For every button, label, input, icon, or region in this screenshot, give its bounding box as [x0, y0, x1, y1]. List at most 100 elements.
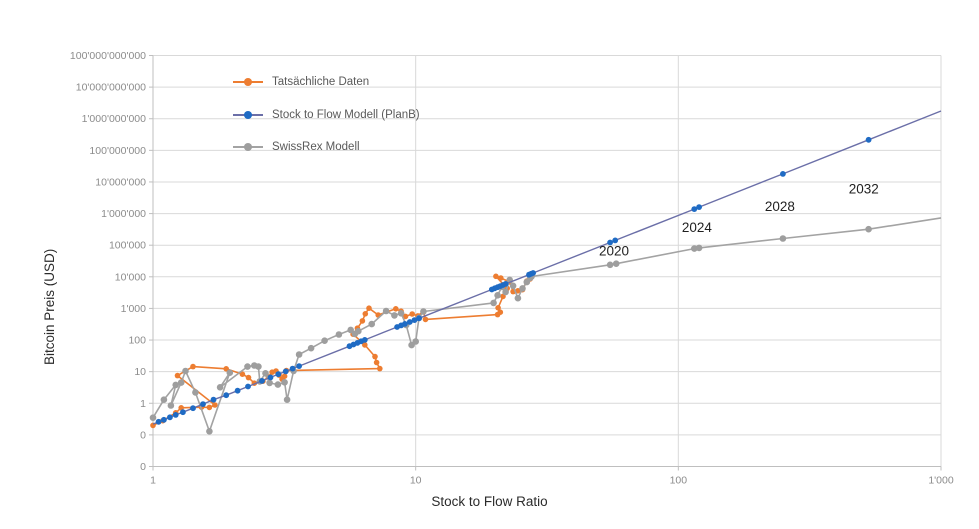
legend-label-planb: Stock to Flow Modell (PlanB)	[272, 108, 420, 121]
data-point-tats-chliche-daten	[359, 318, 366, 324]
data-point-stock-to-flow-modell-planb	[167, 414, 173, 421]
y-axis-tick-labels: 100'000'000'000 10'000'000'000 1'000'000'0…	[70, 50, 153, 473]
legend-label-actual: Tatsächliche Daten	[272, 76, 370, 89]
y-tick-label: 10'000	[115, 271, 146, 283]
data-point-stock-to-flow-modell-planb	[361, 337, 368, 343]
data-point-tats-chliche-daten	[245, 374, 252, 381]
data-point-stock-to-flow-modell-planb	[180, 409, 186, 416]
data-point-tats-chliche-daten	[206, 404, 213, 411]
legend-item-swissrex-model: SwissRex Modell	[233, 131, 420, 164]
data-point-swissrex-modell	[167, 402, 175, 409]
annotation-2020: 2020	[599, 243, 629, 258]
data-point-stock-to-flow-modell-planb	[691, 206, 698, 213]
data-point-swissrex-modell	[397, 310, 405, 317]
data-point-stock-to-flow-modell-planb	[530, 270, 536, 276]
data-point-tats-chliche-daten	[239, 371, 246, 378]
data-point-swissrex-modell	[612, 260, 620, 268]
data-point-stock-to-flow-modell-planb	[234, 387, 241, 394]
data-point-swissrex-modell	[192, 389, 199, 396]
axes	[152, 55, 941, 467]
series-stock-to-flow-modell-planb	[152, 110, 942, 425]
data-point-swissrex-modell	[695, 244, 703, 252]
data-point-swissrex-modell	[182, 367, 189, 375]
x-axis-tick-labels: 1 10 100 1'000	[150, 466, 954, 487]
legend-marker-icon	[244, 143, 252, 152]
y-axis-title: Bitcoin Preis (USD)	[42, 248, 57, 365]
data-point-tats-chliche-daten	[422, 316, 429, 323]
data-point-stock-to-flow-modell-planb	[282, 368, 289, 375]
data-point-tats-chliche-daten	[281, 373, 288, 380]
data-point-swissrex-modell	[494, 292, 501, 299]
data-point-stock-to-flow-modell-planb	[245, 383, 251, 390]
legend-label-swissrex: SwissRex Modell	[272, 141, 360, 154]
data-point-swissrex-modell	[321, 337, 328, 345]
data-point-stock-to-flow-modell-planb	[416, 315, 422, 322]
y-tick-label: 10'000'000	[95, 176, 146, 188]
data-point-swissrex-modell	[149, 414, 157, 422]
data-point-stock-to-flow-modell-planb	[296, 363, 302, 369]
data-point-tats-chliche-daten	[495, 305, 501, 311]
data-point-stock-to-flow-modell-planb	[411, 317, 418, 323]
data-point-swissrex-modell	[172, 381, 179, 389]
data-point-stock-to-flow-modell-planb	[502, 281, 509, 287]
legend-marker-icon	[244, 110, 252, 119]
data-point-tats-chliche-daten	[174, 372, 181, 379]
x-tick-label: 100	[670, 475, 688, 487]
data-point-swissrex-modell	[420, 308, 427, 315]
y-tick-label: 1'000'000'000	[82, 113, 147, 125]
annotation-2024: 2024	[682, 220, 713, 235]
data-point-swissrex-modell	[255, 363, 262, 370]
annotation-2032: 2032	[849, 181, 879, 196]
y-tick-label: 1'000	[121, 303, 147, 315]
data-point-swissrex-modell	[382, 307, 390, 315]
data-point-swissrex-modell	[160, 396, 168, 404]
data-point-tats-chliche-daten	[515, 288, 521, 294]
data-point-tats-chliche-daten	[366, 305, 372, 312]
y-tick-label: 0	[140, 429, 146, 441]
data-point-swissrex-modell	[206, 428, 213, 435]
data-point-swissrex-modell	[514, 294, 522, 302]
series-tats-chliche-daten	[150, 273, 533, 429]
data-point-tats-chliche-daten	[362, 342, 368, 348]
data-point-swissrex-modell	[244, 363, 251, 370]
data-point-swissrex-modell	[266, 379, 273, 387]
data-point-stock-to-flow-modell-planb	[696, 204, 702, 211]
x-tick-label: 10	[410, 475, 422, 487]
data-point-swissrex-modell	[355, 327, 362, 335]
y-tick-label: 100'000	[109, 240, 146, 252]
y-tick-label: 10'000'000'000	[76, 82, 146, 94]
data-point-swissrex-modell	[509, 282, 517, 290]
data-point-tats-chliche-daten	[402, 313, 409, 320]
data-point-swissrex-modell	[226, 369, 234, 377]
data-point-swissrex-modell	[865, 225, 872, 233]
data-point-swissrex-modell	[412, 338, 420, 345]
data-point-tats-chliche-daten	[377, 365, 383, 372]
y-tick-label: 100'000'000	[89, 145, 146, 157]
data-point-swissrex-modell	[368, 320, 376, 328]
data-point-stock-to-flow-modell-planb	[267, 374, 274, 381]
annotation-2028: 2028	[765, 199, 795, 214]
data-point-tats-chliche-daten	[497, 309, 504, 316]
data-point-swissrex-modell	[335, 331, 343, 338]
series-swissrex-modell	[149, 217, 942, 435]
annotations: 2020 2024 2028 2032	[599, 181, 879, 258]
data-point-tats-chliche-daten	[178, 405, 184, 411]
legend-line-planb	[233, 110, 263, 119]
data-point-stock-to-flow-modell-planb	[275, 371, 282, 378]
data-point-tats-chliche-daten	[498, 275, 504, 281]
data-point-stock-to-flow-modell-planb	[259, 378, 265, 384]
data-point-stock-to-flow-modell-planb	[289, 365, 296, 372]
data-point-stock-to-flow-modell-planb	[612, 237, 619, 244]
data-point-stock-to-flow-modell-planb	[402, 321, 408, 327]
data-point-swissrex-modell	[779, 235, 787, 242]
data-point-swissrex-modell	[177, 379, 185, 386]
data-point-tats-chliche-daten	[372, 353, 378, 360]
data-point-swissrex-modell	[295, 351, 303, 358]
legend-marker-icon	[244, 78, 252, 87]
data-point-swissrex-modell	[283, 396, 291, 404]
data-point-stock-to-flow-modell-planb	[161, 416, 167, 423]
y-tick-label: 100'000'000'000	[70, 50, 146, 62]
legend: Tatsächliche Daten Stock to Flow Modell …	[233, 66, 420, 164]
